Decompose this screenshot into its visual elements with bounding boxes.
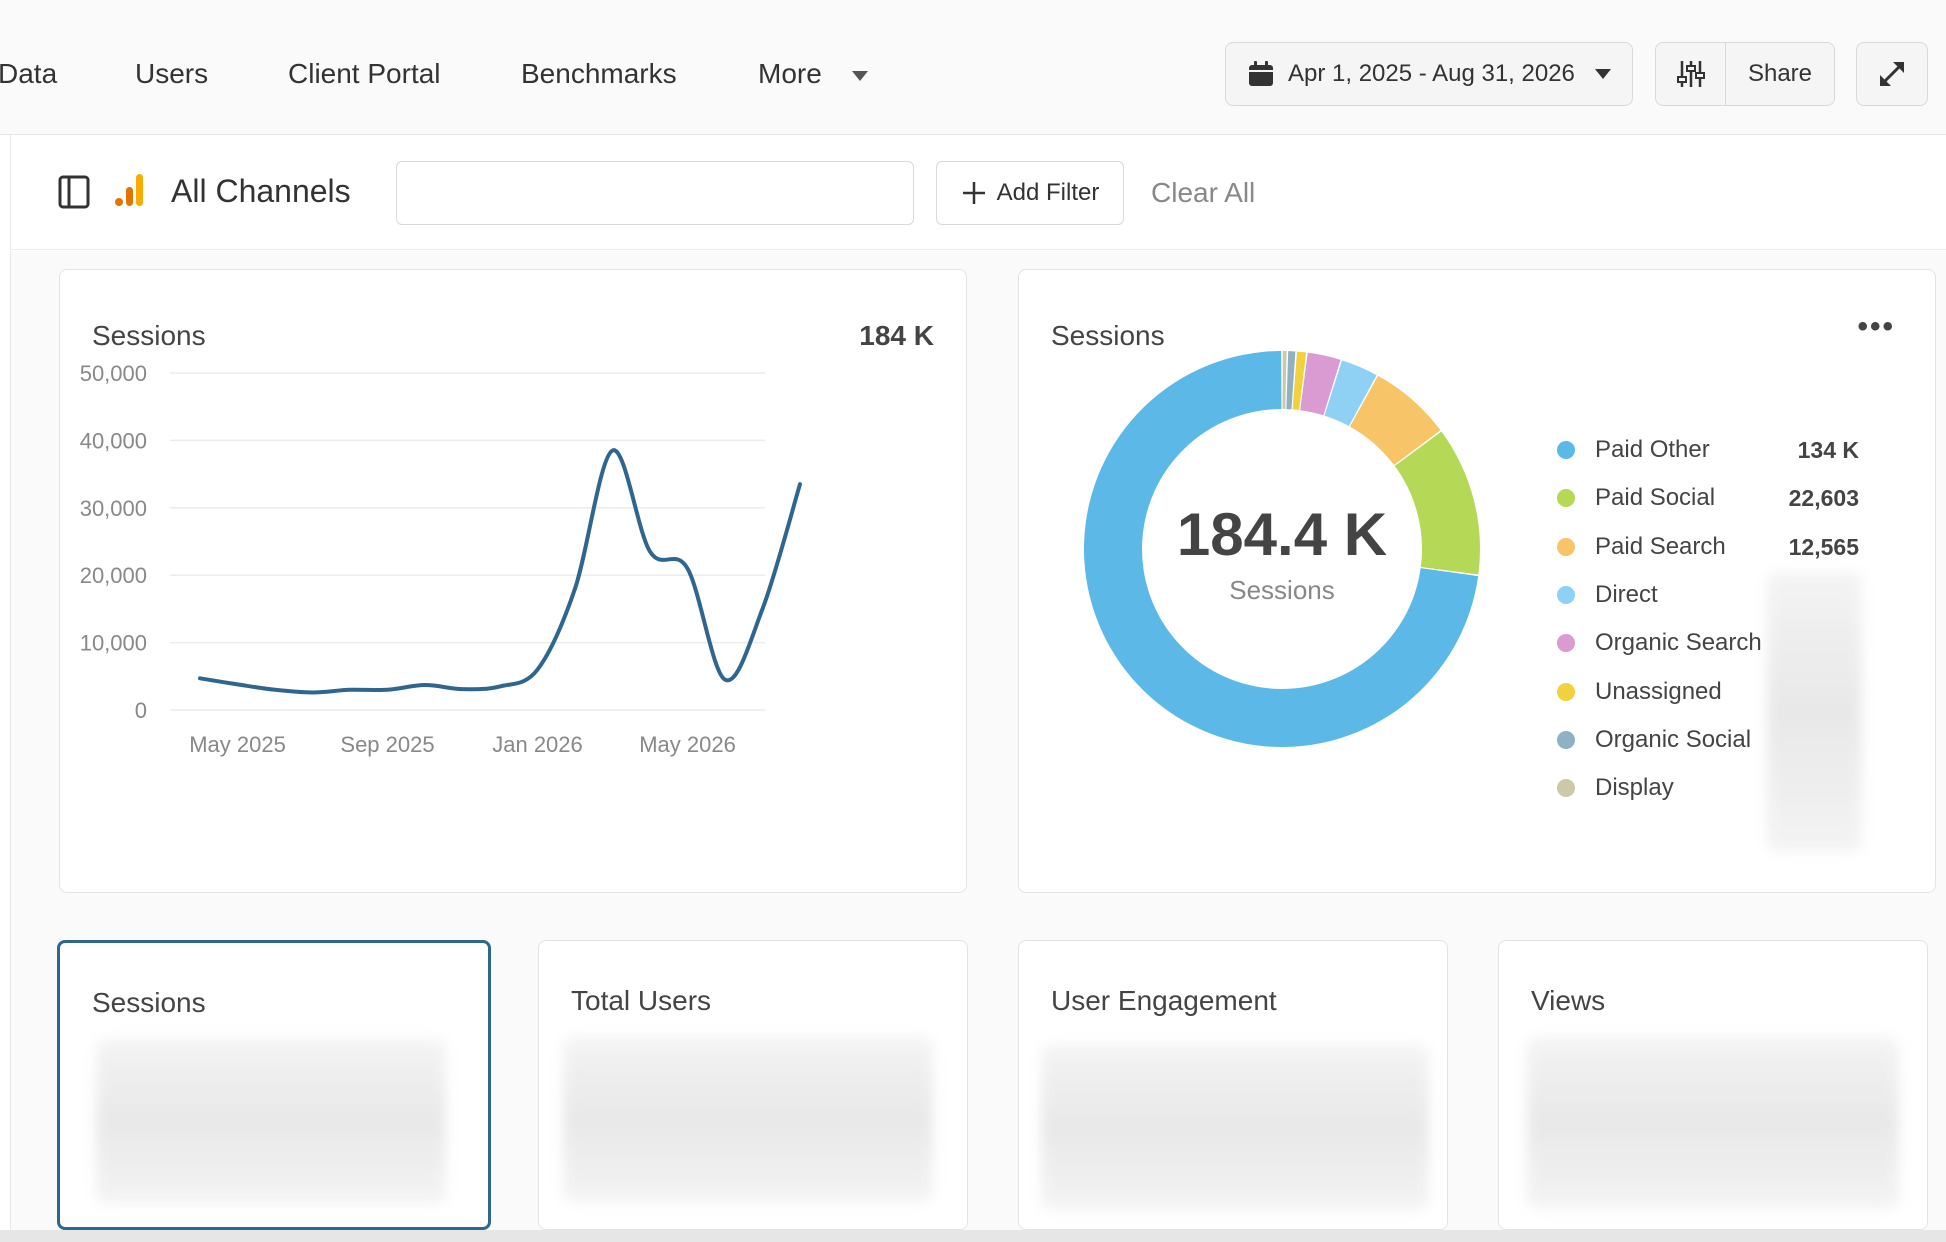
top-nav-bar: Data Users Client Portal Benchmarks More… [0, 0, 1946, 135]
horizontal-scrollbar[interactable] [0, 1230, 1946, 1242]
share-button[interactable]: Share [1747, 60, 1813, 87]
donut-slice-organic-search[interactable] [1300, 352, 1341, 416]
legend-label: Display [1595, 774, 1674, 802]
legend-label: Paid Search [1595, 532, 1726, 560]
donut-slice-unassigned[interactable] [1292, 351, 1307, 411]
more-options-icon[interactable]: ••• [1857, 310, 1895, 343]
metric-title: User Engagement [1051, 985, 1277, 1016]
filter-settings-button[interactable] [1656, 43, 1726, 105]
add-filter-button[interactable]: Add Filter [936, 161, 1124, 225]
legend-item-unassigned[interactable]: Unassigned [1557, 677, 1722, 707]
donut-slice-direct[interactable] [1324, 360, 1377, 427]
y-tick-label: 50,000 [80, 361, 147, 386]
y-tick-label: 40,000 [80, 428, 147, 453]
donut-center-label: Sessions [1229, 575, 1335, 605]
redacted-sparkline [96, 1039, 446, 1204]
share-button-group: Share [1655, 42, 1835, 106]
x-tick-label: Jan 2026 [492, 732, 583, 757]
legend-item-direct[interactable]: Direct [1557, 580, 1658, 610]
card-title: Sessions [1051, 320, 1165, 351]
metric-title: Views [1531, 985, 1606, 1016]
sessions-donut-card: Sessions ••• 184.4 K Sessions Paid Other 1… [1018, 269, 1936, 893]
redacted-sparkline [1527, 1037, 1899, 1209]
legend-label: Direct [1595, 580, 1658, 608]
legend-label: Organic Social [1595, 725, 1752, 753]
y-tick-label: 10,000 [80, 631, 147, 656]
nav-tab-users[interactable]: Users [135, 58, 209, 89]
analytics-logo-icon [115, 174, 143, 206]
donut-center-value: 184.4 K [1177, 501, 1387, 568]
legend-item-paid-search[interactable]: Paid Search [1557, 532, 1726, 562]
expand-icon [1880, 62, 1904, 86]
legend-swatch [1557, 730, 1575, 749]
metric-card-sessions[interactable]: Sessions [57, 940, 491, 1230]
sidebar-toggle-icon[interactable] [58, 175, 90, 209]
plus-icon [962, 182, 985, 204]
legend-swatch [1557, 537, 1575, 556]
page-title: All Channels [171, 173, 351, 209]
card-total: 184 K [859, 320, 934, 351]
legend-label: Paid Social [1595, 484, 1716, 512]
legend-swatch [1557, 634, 1575, 653]
sessions-donut-chart: 184.4 K Sessions [1084, 351, 1480, 747]
add-filter-label: Add Filter [996, 179, 1100, 206]
legend-item-organic-social[interactable]: Organic Social [1557, 725, 1751, 755]
legend-swatch [1557, 441, 1575, 459]
sliders-icon [1676, 61, 1705, 87]
dashboard-content: Sessions 184 K 0 10,000 20,000 30,000 40,000… [10, 251, 1946, 1242]
legend-item-paid-other[interactable]: Paid Other [1557, 435, 1710, 465]
donut-slice-organic-social[interactable] [1286, 351, 1296, 410]
y-tick-label: 0 [135, 698, 147, 723]
legend-value: 12,565 [1788, 533, 1859, 560]
chevron-down-icon [851, 70, 868, 81]
nav-tab-more[interactable]: More [758, 58, 868, 90]
y-tick-label: 30,000 [80, 496, 147, 521]
legend-label: Paid Other [1595, 436, 1710, 463]
date-range-picker[interactable]: Apr 1, 2025 - Aug 31, 2026 [1225, 42, 1633, 106]
sessions-line-card: Sessions 184 K 0 10,000 20,000 30,000 40,000… [59, 269, 967, 893]
metric-card-total-users[interactable]: Total Users [538, 940, 968, 1230]
nav-tab-benchmarks[interactable]: Benchmarks [521, 58, 677, 89]
donut-slice-paid-other[interactable] [1084, 351, 1479, 747]
redacted-values [1767, 572, 1862, 852]
metric-title: Sessions [92, 987, 206, 1018]
legend-item-organic-search[interactable]: Organic Search [1557, 628, 1762, 658]
fullscreen-button[interactable] [1856, 42, 1928, 106]
x-tick-label: May 2026 [639, 732, 736, 757]
date-range-label: Apr 1, 2025 - Aug 31, 2026 [1288, 60, 1575, 87]
redacted-sparkline [563, 1037, 933, 1202]
y-tick-label: 20,000 [80, 563, 147, 588]
legend-value: 134 K [1797, 437, 1859, 463]
nav-tab-client-portal[interactable]: Client Portal [288, 58, 441, 89]
metric-card-user-engagement[interactable]: User Engagement [1018, 940, 1448, 1230]
sessions-line-chart: 0 10,000 20,000 30,000 40,000 50,000 May 2025 S… [80, 361, 802, 757]
legend-item-display[interactable]: Display [1557, 773, 1674, 803]
more-label: More [758, 58, 822, 89]
clear-all-link[interactable]: Clear All [1151, 177, 1256, 208]
donut-slice-paid-social[interactable] [1394, 431, 1480, 575]
filter-search-input[interactable] [396, 161, 914, 225]
sessions-series-line[interactable] [198, 448, 802, 695]
metric-title: Total Users [571, 985, 712, 1016]
chevron-down-icon [1594, 69, 1611, 79]
legend-swatch [1557, 682, 1575, 701]
metric-card-views[interactable]: Views [1498, 940, 1928, 1230]
donut-slice-paid-search[interactable] [1349, 375, 1441, 466]
donut-slice-display[interactable] [1282, 351, 1287, 410]
legend-item-paid-social[interactable]: Paid Social [1557, 483, 1715, 513]
legend-swatch [1557, 779, 1575, 798]
legend-label: Organic Search [1595, 629, 1762, 657]
redacted-sparkline [1041, 1045, 1429, 1210]
nav-tab-data[interactable]: Data [0, 58, 58, 89]
filter-bar: All Channels Add Filter Clear All [10, 135, 1946, 250]
x-tick-label: May 2025 [189, 732, 286, 757]
legend-value: 22,603 [1788, 485, 1859, 512]
x-tick-label: Sep 2025 [340, 732, 434, 757]
legend-swatch [1557, 489, 1575, 508]
calendar-icon [1249, 61, 1273, 86]
card-title: Sessions [92, 320, 206, 351]
legend-swatch [1557, 585, 1575, 604]
legend-label: Unassigned [1595, 677, 1722, 705]
